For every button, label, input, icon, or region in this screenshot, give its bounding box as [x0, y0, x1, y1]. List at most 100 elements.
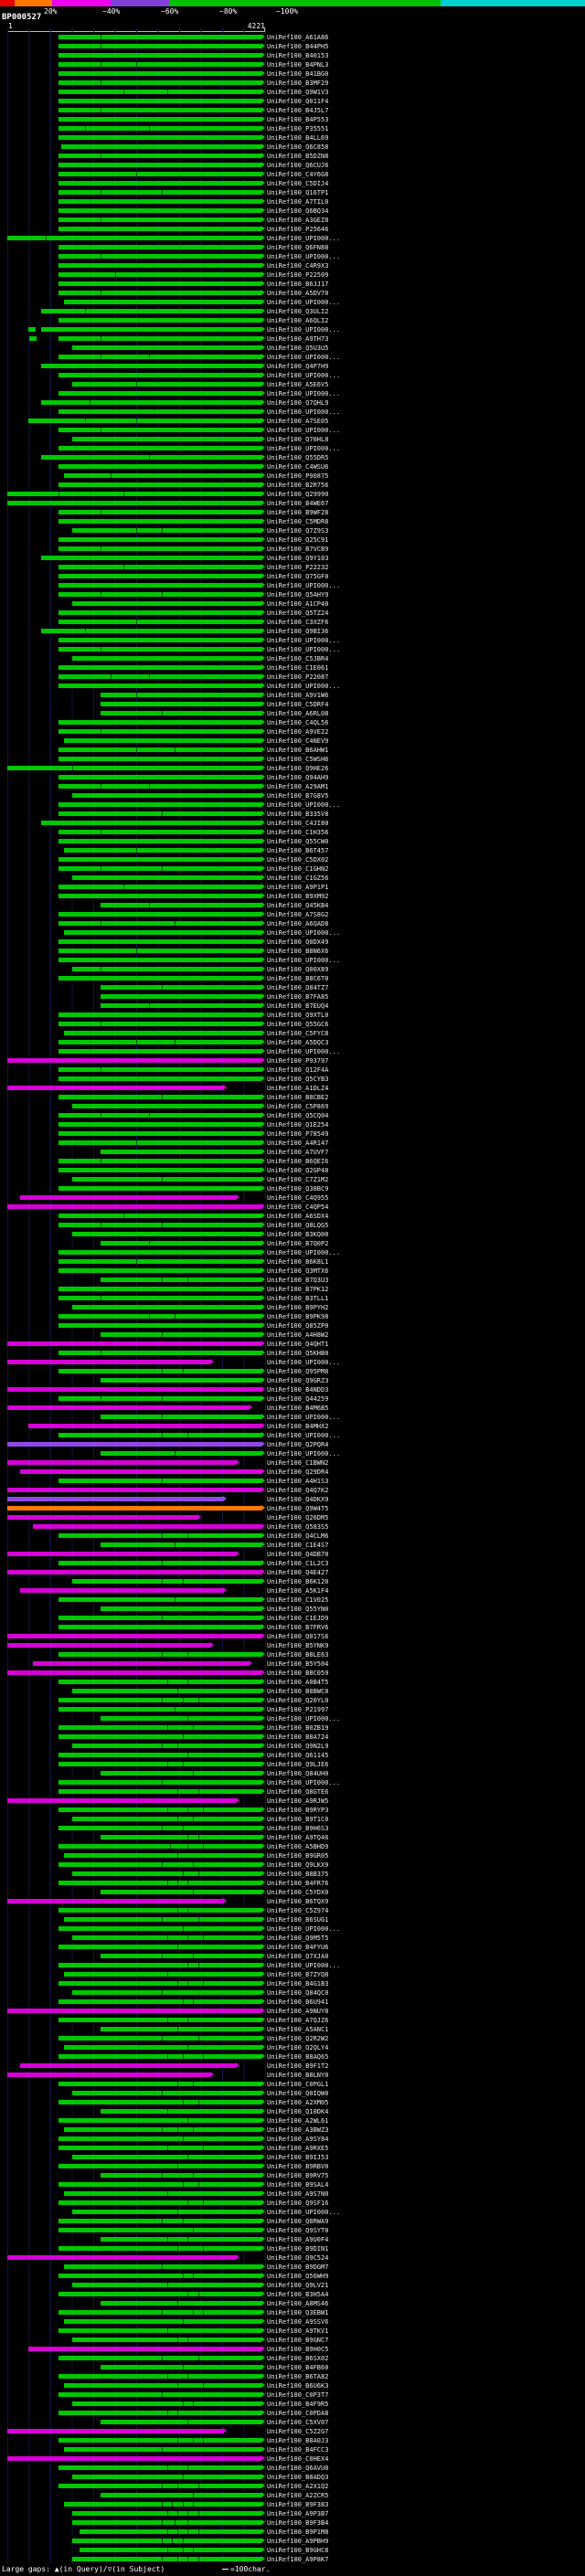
- gap-marker: [149, 1314, 151, 1319]
- hit-row: UniRef100_Q017S6: [0, 1632, 585, 1641]
- hit-label: UniRef100_C5FYC8: [267, 1030, 329, 1037]
- hit-row: UniRef100_UPI000...: [0, 1358, 585, 1367]
- hit-row: UniRef100_Q94AH9: [0, 773, 585, 782]
- gap-marker: [136, 62, 137, 67]
- arrowhead-icon: [261, 2492, 265, 2497]
- gap-marker: [162, 1744, 164, 1748]
- hit-label: UniRef100_Q8LQG5: [267, 1222, 329, 1229]
- arrowhead-icon: [261, 719, 265, 725]
- arrowhead-icon: [261, 1322, 265, 1328]
- hit-bar: [100, 985, 261, 990]
- hit-bar: [40, 556, 261, 560]
- hit-bar: [58, 108, 261, 112]
- hit-label: UniRef100_A6QAD8: [267, 920, 329, 928]
- hit-label: UniRef100_UPI000...: [267, 683, 341, 690]
- hit-label: UniRef100_Q9M5T5: [267, 1935, 329, 1942]
- hit-bar: [7, 1341, 261, 1346]
- arrowhead-icon: [261, 445, 265, 451]
- arrowhead-icon: [261, 2501, 265, 2507]
- hit-label: UniRef100_A29AM1: [267, 783, 329, 790]
- arrowhead-icon: [261, 226, 265, 231]
- hit-bar: [58, 1999, 261, 2004]
- hit-label: UniRef100_A7QJZ6: [267, 2017, 329, 2024]
- arrowhead-icon: [261, 1560, 265, 1565]
- hit-label: UniRef100_B9F1T2: [267, 2062, 329, 2070]
- hit-row: UniRef100_Q84QC0: [0, 1988, 585, 1998]
- arrowhead-icon: [261, 1834, 265, 1839]
- arrowhead-icon: [261, 2273, 265, 2278]
- hit-bar: [58, 2484, 261, 2488]
- arrowhead-icon: [261, 957, 265, 962]
- arrowhead-icon: [261, 2510, 265, 2516]
- hit-label: UniRef100_B9PK98: [267, 1313, 329, 1320]
- hit-row: UniRef100_C5MDR8: [0, 517, 585, 526]
- hit-row: UniRef100_C5Z974: [0, 1906, 585, 1915]
- hit-bar: [58, 263, 261, 268]
- hit-label: UniRef100_A3GEZ8: [267, 217, 329, 224]
- hit-bar: [58, 1533, 261, 1538]
- gap-marker: [136, 528, 137, 533]
- hit-bar: [58, 2438, 261, 2443]
- hit-bar: [71, 528, 261, 533]
- hit-bar: [58, 1807, 261, 1812]
- gap-marker: [187, 2118, 189, 2123]
- hit-row: UniRef100_A3BWZ3: [0, 2125, 585, 2135]
- hit-row: UniRef100_C5XV07: [0, 2418, 585, 2427]
- hit-bar: [58, 510, 261, 514]
- hit-label: UniRef100_UPI000...: [267, 326, 341, 334]
- hit-row: UniRef100_A4H8W2: [0, 1330, 585, 1340]
- hit-label: UniRef100_Q9SYT0: [267, 2227, 329, 2234]
- hit-row: UniRef100_A5BHD9: [0, 1842, 585, 1851]
- hit-bar: [58, 2164, 261, 2168]
- hit-bar: [58, 1981, 261, 1986]
- hit-row: UniRef100_UPI000...: [0, 682, 585, 691]
- arrowhead-icon: [261, 1532, 265, 1538]
- hit-label: UniRef100_B9H6S3: [267, 1825, 329, 1832]
- hit-bar: [58, 537, 261, 542]
- hit-label: UniRef100_Q2R2W2: [267, 2035, 329, 2042]
- hit-row: UniRef100_A4H1S3: [0, 1477, 585, 1486]
- hit-label: UniRef100_Q7QHL9: [267, 399, 329, 407]
- hit-bar: [7, 2456, 261, 2461]
- gap-marker: [177, 2557, 179, 2561]
- hit-row: UniRef100_A9VE22: [0, 727, 585, 737]
- gap-marker: [162, 1917, 164, 1922]
- hit-label: UniRef100_A5DV70: [267, 290, 329, 297]
- hit-bar: [100, 1332, 261, 1337]
- hit-label: UniRef100_A6QLI2: [267, 317, 329, 324]
- hit-row: UniRef100_Q011F4: [0, 97, 585, 106]
- hit-row: UniRef100_A6QAD8: [0, 919, 585, 928]
- hit-label: UniRef100_A7TIL0: [267, 198, 329, 206]
- hit-bar-segment: [27, 327, 36, 332]
- hit-label: UniRef100_Q583S5: [267, 1523, 329, 1531]
- hit-row: UniRef100_C4JI80: [0, 819, 585, 828]
- hit-row: UniRef100_B8ADQ3: [0, 2473, 585, 2482]
- hit-bar: [58, 1762, 261, 1766]
- arrowhead-icon: [261, 235, 265, 240]
- hit-label: UniRef100_C5DX02: [267, 856, 329, 864]
- arrowhead-icon: [261, 2145, 265, 2150]
- hit-bar: [71, 1871, 261, 1876]
- arrowhead-icon: [261, 2391, 265, 2397]
- hit-row: UniRef100_Q3ULI2: [0, 307, 585, 316]
- hit-bar: [58, 1159, 261, 1163]
- arrowhead-icon: [261, 1578, 265, 1584]
- gap-marker: [162, 2173, 164, 2178]
- hit-label: UniRef100_B6K120: [267, 1578, 329, 1585]
- gap-marker: [177, 1744, 179, 1748]
- hit-bar: [58, 181, 261, 186]
- gap-marker: [182, 1926, 184, 1931]
- hit-bar-segment: [28, 336, 37, 341]
- arrowhead-icon: [248, 1405, 252, 1410]
- gap-marker: [203, 2383, 205, 2388]
- hit-row: UniRef100_Q4QHT1: [0, 1340, 585, 1349]
- hit-label: UniRef100_Q75GF0: [267, 573, 329, 580]
- arrowhead-icon: [261, 2227, 265, 2232]
- hit-bar: [58, 784, 261, 789]
- arrowhead-icon: [235, 1551, 239, 1556]
- hit-bar: [58, 117, 261, 122]
- hit-row: UniRef100_B8B375: [0, 1870, 585, 1879]
- arrowhead-icon: [261, 345, 265, 350]
- hit-bar: [71, 1935, 261, 1940]
